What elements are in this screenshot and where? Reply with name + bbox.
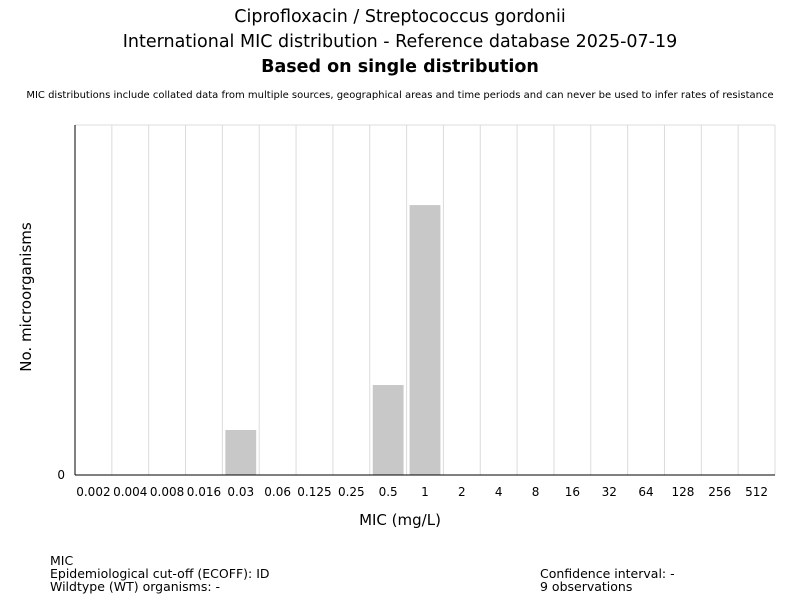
x-tick-label: 256 bbox=[708, 485, 731, 499]
footer-wildtype: Wildtype (WT) organisms: - bbox=[50, 579, 221, 594]
x-tick-label: 64 bbox=[638, 485, 653, 499]
x-tick-label: 16 bbox=[565, 485, 580, 499]
x-tick-label: 0.03 bbox=[227, 485, 254, 499]
y-tick-labels: 0 bbox=[57, 468, 65, 482]
x-tick-label: 0.25 bbox=[338, 485, 365, 499]
x-tick-labels: 0.002 0.004 0.008 0.016 0.03 0.06 0.125 0.25 0.5… bbox=[76, 485, 768, 499]
x-tick-label: 0.016 bbox=[187, 485, 221, 499]
footer-mic: MIC bbox=[50, 553, 74, 568]
bar-0.03 bbox=[225, 430, 257, 475]
x-tick-label: 128 bbox=[671, 485, 694, 499]
x-tick-label: 1 bbox=[421, 485, 429, 499]
y-axis-label: No. microorganisms bbox=[17, 222, 35, 372]
x-tick-label: 0.5 bbox=[379, 485, 398, 499]
x-axis-label: MIC (mg/L) bbox=[359, 511, 441, 529]
bar-1 bbox=[409, 205, 441, 475]
bar-0.5 bbox=[372, 385, 404, 475]
chart-subtitle-bold: Based on single distribution bbox=[261, 57, 539, 77]
x-tick-label: 0.004 bbox=[113, 485, 147, 499]
x-tick-label: 0.002 bbox=[76, 485, 110, 499]
grid-lines bbox=[75, 124, 776, 475]
x-tick-label: 0.008 bbox=[150, 485, 184, 499]
x-tick-label: 512 bbox=[745, 485, 768, 499]
chart-title: Ciprofloxacin / Streptococcus gordonii bbox=[234, 7, 566, 27]
footer-observations: 9 observations bbox=[540, 579, 633, 594]
disclaimer-text: MIC distributions include collated data … bbox=[26, 90, 774, 101]
x-tick-label: 8 bbox=[532, 485, 540, 499]
y-tick-label: 0 bbox=[57, 468, 65, 482]
chart-subtitle: International MIC distribution - Referen… bbox=[122, 32, 678, 52]
bars bbox=[225, 205, 441, 475]
footer-ecoff: Epidemiological cut-off (ECOFF): ID bbox=[50, 566, 270, 581]
footer-confidence: Confidence interval: - bbox=[540, 566, 675, 581]
x-tick-label: 0.06 bbox=[264, 485, 291, 499]
x-tick-label: 2 bbox=[458, 485, 466, 499]
x-tick-label: 4 bbox=[495, 485, 503, 499]
x-tick-label: 0.125 bbox=[297, 485, 331, 499]
axes bbox=[74, 125, 775, 476]
x-tick-label: 32 bbox=[602, 485, 617, 499]
